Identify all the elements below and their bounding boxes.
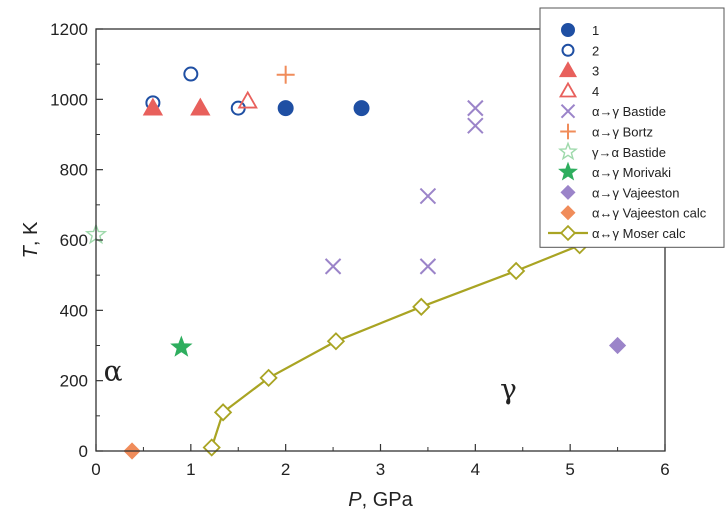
- legend-label: α→γ Morivaki: [592, 165, 671, 180]
- legend-label: α→γ Bortz: [592, 125, 653, 140]
- phase-labels: αγ: [104, 355, 517, 406]
- y-tick-label: 200: [60, 372, 88, 391]
- y-tick-label: 600: [60, 231, 88, 250]
- data-point: [190, 97, 211, 116]
- legend-entry: α↔γ Moser calc: [548, 224, 686, 242]
- legend-entry: 2: [561, 43, 599, 58]
- x-tick-label: 5: [565, 460, 574, 479]
- data-point: [467, 117, 484, 134]
- y-axis-variable: T: [20, 244, 42, 258]
- legend-marker: [558, 81, 578, 98]
- legend: 1 2 3 4 α→γ Bastide α→γ Bortz γ→α Bastide α→γ M…: [539, 7, 725, 248]
- data-point: [277, 100, 294, 117]
- legend-entry: α↔γ Vajeeston calc: [560, 205, 707, 221]
- series-alpha-to-gamma-morivaki: [170, 335, 193, 357]
- legend-label: 3: [592, 64, 599, 79]
- series-1: [277, 100, 370, 117]
- y-axis-unit: , K: [20, 221, 42, 246]
- x-axis-unit: , GPa: [362, 489, 414, 511]
- y-tick-label: 1200: [50, 20, 88, 39]
- legend-marker: [560, 205, 576, 221]
- x-tick-label: 3: [376, 460, 385, 479]
- legend-label: α→γ Vajeeston: [592, 185, 679, 200]
- legend-entry: α→γ Bortz: [560, 123, 653, 140]
- data-point: [259, 368, 278, 388]
- x-tick-label: 0: [91, 460, 100, 479]
- legend-marker: [559, 224, 577, 242]
- legend-marker: [561, 43, 575, 57]
- tick-labels: 0 1 2 3 4 5 6 0 200 400 600 800 1000 1200: [50, 20, 670, 479]
- x-tick-label: 2: [281, 460, 290, 479]
- data-point: [202, 438, 221, 457]
- y-tick-label: 1000: [50, 90, 88, 109]
- legend-marker: [558, 61, 578, 78]
- legend-marker: [561, 23, 575, 37]
- y-axis-title: T, K: [20, 221, 42, 258]
- legend-entry: α→γ Morivaki: [558, 161, 671, 181]
- legend-entry: α→γ Vajeeston: [560, 184, 679, 200]
- legend-entry: γ→α Bastide: [558, 141, 666, 161]
- legend-entry: 1: [561, 23, 599, 38]
- legend-marker: [558, 161, 578, 181]
- data-point: [467, 99, 484, 117]
- phase-label: γ: [500, 372, 517, 405]
- plot-area: [84, 65, 627, 460]
- data-point: [506, 261, 526, 281]
- data-point: [419, 258, 437, 275]
- data-point: [276, 65, 295, 84]
- data-point: [213, 403, 233, 422]
- legend-label: α→γ Bastide: [592, 104, 666, 119]
- data-point: [324, 258, 342, 275]
- series-line: [210, 244, 581, 448]
- x-tick-label: 4: [471, 460, 480, 479]
- data-point: [353, 100, 370, 117]
- data-point: [326, 332, 346, 351]
- legend-marker: [560, 123, 576, 140]
- data-point: [609, 336, 627, 355]
- legend-label: 1: [592, 23, 599, 38]
- y-tick-label: 400: [60, 301, 88, 320]
- series-alpha-to-gamma-vajeeston: [609, 336, 627, 355]
- y-tick-label: 0: [79, 442, 88, 461]
- series-alpha-to-gamma-bastide: [324, 99, 484, 275]
- legend-label: 4: [592, 84, 599, 99]
- legend-entry: 4: [558, 81, 599, 99]
- legend-marker: [560, 103, 576, 119]
- legend-box: [539, 7, 725, 248]
- data-point: [237, 90, 258, 109]
- x-tick-label: 1: [186, 460, 195, 479]
- legend-entry: 3: [558, 61, 599, 79]
- legend-marker: [558, 141, 578, 161]
- x-axis-variable: P: [348, 489, 362, 511]
- legend-label: γ→α Bastide: [592, 145, 666, 160]
- series-alpha-to-gamma-moser-calc: [202, 236, 589, 457]
- data-point: [142, 97, 164, 116]
- data-point: [170, 335, 193, 357]
- series-alpha-to-gamma-bortz: [276, 65, 295, 84]
- legend-label: α↔γ Vajeeston calc: [592, 206, 707, 221]
- x-axis-title: P, GPa: [348, 489, 413, 511]
- series-3: [142, 97, 211, 116]
- legend-marker: [560, 184, 576, 200]
- data-point: [183, 66, 199, 82]
- legend-entry: α→γ Bastide: [560, 103, 666, 119]
- data-point: [419, 187, 437, 205]
- phase-label: α: [104, 355, 123, 388]
- y-tick-label: 800: [60, 161, 88, 180]
- series-4: [237, 90, 258, 109]
- data-point: [412, 297, 431, 316]
- legend-label: 2: [592, 43, 599, 58]
- legend-label: α↔γ Moser calc: [592, 226, 686, 241]
- x-tick-label: 6: [660, 460, 669, 479]
